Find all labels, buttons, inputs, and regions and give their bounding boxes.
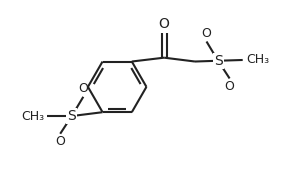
Text: O: O (159, 18, 170, 31)
Text: S: S (214, 54, 222, 68)
Text: CH₃: CH₃ (246, 53, 269, 67)
Text: O: O (55, 135, 65, 148)
Text: O: O (78, 82, 88, 95)
Text: O: O (225, 80, 235, 93)
Text: O: O (201, 27, 211, 40)
Text: CH₃: CH₃ (21, 110, 44, 122)
Text: S: S (67, 109, 76, 123)
